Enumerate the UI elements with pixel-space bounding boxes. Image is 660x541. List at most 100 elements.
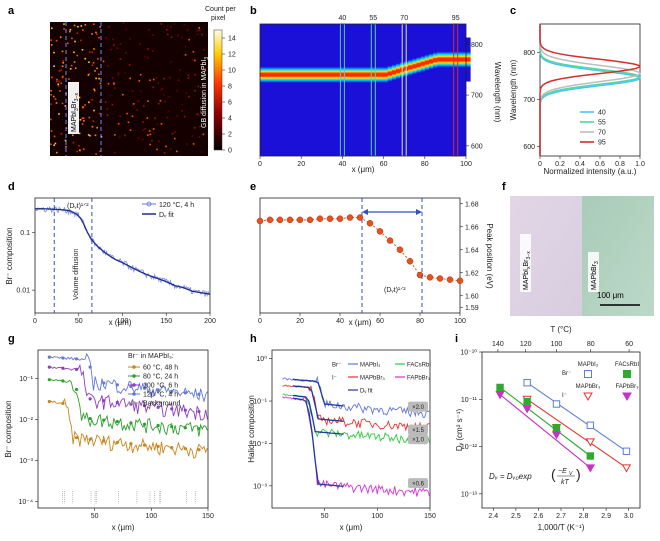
- legend-label: 40: [598, 110, 606, 117]
- speckle: [129, 38, 131, 40]
- speckle: [61, 65, 64, 67]
- speckle: [124, 134, 126, 137]
- speckle: [99, 82, 102, 85]
- xtick-label: 100: [145, 513, 157, 520]
- legend-d-item: Dᵥ fit: [159, 212, 174, 219]
- series-marker: [183, 447, 187, 451]
- speckle: [106, 108, 108, 110]
- speckle: [106, 114, 109, 116]
- speckle: [128, 64, 131, 66]
- legend-g-title: Br⁻ in MAPbI₃:: [128, 353, 174, 360]
- speckle: [192, 143, 195, 145]
- speckle: [187, 77, 190, 79]
- speckle: [69, 28, 72, 31]
- speckle: [105, 37, 107, 39]
- band-slice: [317, 52, 323, 97]
- series-marker: [170, 389, 174, 393]
- data-point: [585, 438, 595, 447]
- speckle: [91, 98, 93, 101]
- xtick-label: 0.8: [615, 161, 625, 168]
- ylabel-h: Halide composition: [247, 395, 256, 463]
- legend-label: FAPbBr₃: [407, 376, 431, 382]
- speckle: [114, 134, 116, 136]
- speckle: [164, 100, 167, 103]
- speckle: [62, 60, 64, 62]
- panel-f: f MAPbIxBr3−x MAPbBr3 100 μm: [502, 181, 654, 316]
- speckle: [81, 49, 84, 51]
- band-slice: [346, 52, 352, 97]
- series-marker: [88, 416, 92, 421]
- speckle: [78, 132, 81, 135]
- series-marker: [142, 386, 147, 390]
- speckle: [63, 23, 65, 25]
- legend-label: MAPbBr₃: [576, 384, 601, 390]
- band-slice: [313, 52, 319, 97]
- speckle: [59, 36, 62, 38]
- ytick-label: 1.66: [465, 224, 479, 231]
- speckle: [81, 117, 84, 119]
- data-point: [621, 464, 632, 473]
- series-marker: [129, 384, 133, 389]
- xtick-label: 1.0: [635, 161, 645, 168]
- data-point: [396, 246, 404, 253]
- band-slice: [449, 37, 455, 82]
- ytick-label: 1.59: [465, 305, 479, 312]
- speckle: [78, 144, 80, 147]
- speckle: [191, 58, 194, 61]
- band-slice: [437, 37, 442, 82]
- speckle: [202, 133, 205, 136]
- speckle: [140, 90, 142, 93]
- speckle: [112, 38, 114, 41]
- speckle: [181, 36, 183, 39]
- speckle: [80, 25, 83, 27]
- speckle: [51, 76, 53, 79]
- speckle: [61, 76, 64, 79]
- xtick-label: 100: [460, 161, 472, 168]
- band-slice: [453, 37, 459, 82]
- band-slice: [276, 52, 282, 97]
- panel-letter-a: a: [8, 5, 15, 17]
- series-marker: [129, 421, 133, 425]
- scale-badge: [408, 434, 428, 445]
- speckle: [136, 109, 138, 111]
- series-marker: [61, 356, 65, 360]
- plot-g: 50 100 150 10⁻¹ 10⁻² 10⁻³ 10⁻⁴: [19, 352, 214, 520]
- spectrum-line: [539, 24, 641, 156]
- scale-badge-label: ×2.0: [412, 405, 425, 411]
- xtick-label: 2.4: [488, 513, 498, 520]
- speckle: [97, 58, 99, 60]
- colorbar-tick-label: 10: [228, 68, 236, 75]
- data-point: [495, 391, 505, 400]
- band-slice: [367, 52, 372, 97]
- data-point: [446, 276, 454, 283]
- series-marker: [197, 392, 201, 396]
- xtick-label: 2.7: [556, 513, 566, 520]
- speckle: [148, 29, 150, 31]
- speckle: [117, 72, 120, 75]
- speckle: [76, 150, 79, 153]
- speckle: [165, 28, 168, 31]
- speckle: [186, 28, 189, 31]
- speckle: [82, 29, 84, 31]
- ytick-label: 1.68: [465, 201, 479, 208]
- series-marker: [115, 440, 119, 444]
- series-marker: [183, 391, 187, 395]
- data-point: [256, 217, 264, 225]
- legend-label: 80 °C, 24 h: [143, 373, 178, 381]
- plot-c: 0 0.2 0.4 0.6 0.8 1.0 800 700 600 40 55 70 95: [523, 24, 645, 168]
- series-marker: [102, 439, 106, 443]
- speckle: [69, 30, 71, 33]
- speckle: [167, 110, 170, 113]
- speckle: [62, 62, 64, 64]
- speckle: [91, 33, 93, 35]
- xtick-label: 80: [421, 161, 429, 168]
- speckle: [165, 145, 167, 148]
- xtick-label: 200: [204, 318, 216, 325]
- legend-label: MAPbI₃: [578, 362, 599, 368]
- speckle: [203, 48, 205, 51]
- panel-g: g 50 100 150 10⁻¹ 10⁻² 10⁻³ 10⁻⁴ x (μm) Br⁻ co…: [4, 333, 214, 532]
- series-marker: [170, 445, 174, 450]
- axes-c: [539, 23, 641, 157]
- panel-e: e 0 20 40 60 80 100 1.68 1.66 1.64 1.62 1.60 1.59 x…: [250, 181, 494, 327]
